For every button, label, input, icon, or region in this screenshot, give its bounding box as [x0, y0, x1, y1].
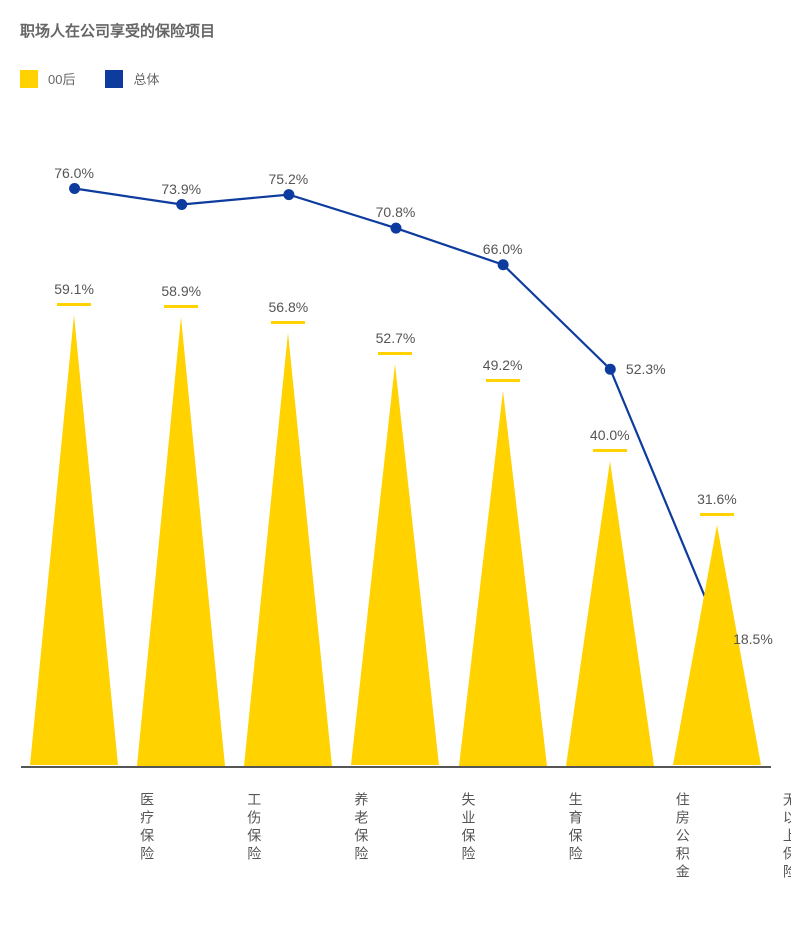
legend-item-00hou: 00后 — [20, 69, 75, 88]
line-value-label: 75.2% — [268, 171, 308, 187]
bar-5: 40.0% — [556, 461, 663, 766]
bar-value-underline — [164, 305, 198, 308]
bar-2: 56.8% — [235, 333, 342, 766]
x-axis-label: 失业保险 — [389, 792, 479, 864]
bar-value-underline — [593, 449, 627, 452]
bar-value-underline — [486, 379, 520, 382]
bar-value-label: 31.6% — [663, 491, 770, 507]
x-axis-label: 住房公积金 — [603, 792, 693, 882]
x-axis-label: 医疗保险 — [67, 792, 157, 864]
line-value-label: 70.8% — [376, 204, 416, 220]
bar-4: 49.2% — [449, 391, 556, 766]
bar-value-underline — [700, 513, 734, 516]
chart: 59.1%58.9%56.8%52.7%49.2%40.0%31.6%76.0%… — [21, 158, 771, 910]
bar-value-label: 40.0% — [556, 427, 663, 443]
bar-value-label: 56.8% — [235, 299, 342, 315]
legend-item-overall: 总体 — [105, 69, 159, 88]
triangle-icon — [351, 364, 439, 765]
line-marker — [69, 183, 80, 194]
chart-title: 职场人在公司享受的保险项目 — [20, 20, 771, 41]
bar-value-label: 59.1% — [21, 281, 128, 297]
legend-label-00hou: 00后 — [48, 69, 75, 88]
line-marker — [604, 364, 615, 375]
triangle-icon — [244, 333, 332, 766]
legend-swatch-00hou — [20, 70, 38, 88]
bar-value-underline — [271, 321, 305, 324]
line-marker — [283, 189, 294, 200]
bar-1: 58.9% — [128, 317, 235, 766]
line-marker — [497, 259, 508, 270]
line-value-label: 66.0% — [483, 241, 523, 257]
bar-0: 59.1% — [21, 315, 128, 766]
x-axis-label: 生育保险 — [496, 792, 586, 864]
line-value-label: 76.0% — [54, 165, 94, 181]
triangle-icon — [459, 391, 547, 766]
line-marker — [176, 199, 187, 210]
x-axis-label: 养老保险 — [281, 792, 371, 864]
bar-value-underline — [57, 303, 91, 306]
line-value-label: 18.5% — [733, 631, 773, 647]
bar-value-label: 58.9% — [128, 283, 235, 299]
bar-value-underline — [378, 352, 412, 355]
line-value-label: 52.3% — [626, 361, 666, 377]
line-marker — [390, 223, 401, 234]
x-axis-label: 无以上保险 — [710, 792, 791, 882]
legend-swatch-overall — [105, 70, 123, 88]
line-value-label: 73.9% — [161, 181, 201, 197]
x-axis: 医疗保险工伤保险养老保险失业保险生育保险住房公积金无以上保险 — [21, 780, 771, 910]
triangle-icon — [566, 461, 654, 766]
triangle-icon — [137, 317, 225, 766]
triangle-icon — [30, 315, 118, 765]
legend-label-overall: 总体 — [133, 69, 159, 88]
bar-3: 52.7% — [342, 364, 449, 766]
bar-value-label: 49.2% — [449, 357, 556, 373]
x-axis-label: 工伤保险 — [174, 792, 264, 864]
legend: 00后 总体 — [20, 69, 771, 88]
bar-value-label: 52.7% — [342, 330, 449, 346]
plot-area: 59.1%58.9%56.8%52.7%49.2%40.0%31.6%76.0%… — [21, 158, 771, 768]
